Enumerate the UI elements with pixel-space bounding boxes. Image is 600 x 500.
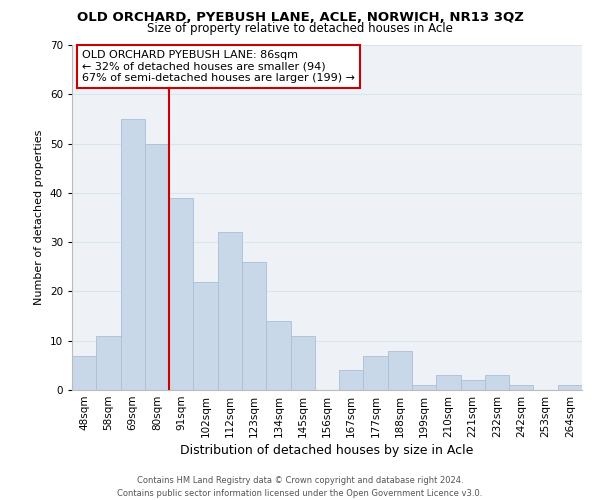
X-axis label: Distribution of detached houses by size in Acle: Distribution of detached houses by size …: [181, 444, 473, 457]
Bar: [290, 336, 315, 390]
Text: Size of property relative to detached houses in Acle: Size of property relative to detached ho…: [147, 22, 453, 35]
Bar: [193, 282, 218, 390]
Bar: [412, 385, 436, 390]
Bar: [558, 385, 582, 390]
Bar: [266, 321, 290, 390]
Bar: [218, 232, 242, 390]
Bar: [436, 375, 461, 390]
Bar: [121, 119, 145, 390]
Bar: [96, 336, 121, 390]
Bar: [72, 356, 96, 390]
Bar: [485, 375, 509, 390]
Bar: [145, 144, 169, 390]
Bar: [364, 356, 388, 390]
Text: OLD ORCHARD, PYEBUSH LANE, ACLE, NORWICH, NR13 3QZ: OLD ORCHARD, PYEBUSH LANE, ACLE, NORWICH…: [77, 11, 523, 24]
Y-axis label: Number of detached properties: Number of detached properties: [34, 130, 44, 305]
Bar: [339, 370, 364, 390]
Bar: [461, 380, 485, 390]
Text: OLD ORCHARD PYEBUSH LANE: 86sqm
← 32% of detached houses are smaller (94)
67% of: OLD ORCHARD PYEBUSH LANE: 86sqm ← 32% of…: [82, 50, 355, 84]
Bar: [388, 350, 412, 390]
Bar: [509, 385, 533, 390]
Bar: [169, 198, 193, 390]
Text: Contains HM Land Registry data © Crown copyright and database right 2024.
Contai: Contains HM Land Registry data © Crown c…: [118, 476, 482, 498]
Bar: [242, 262, 266, 390]
